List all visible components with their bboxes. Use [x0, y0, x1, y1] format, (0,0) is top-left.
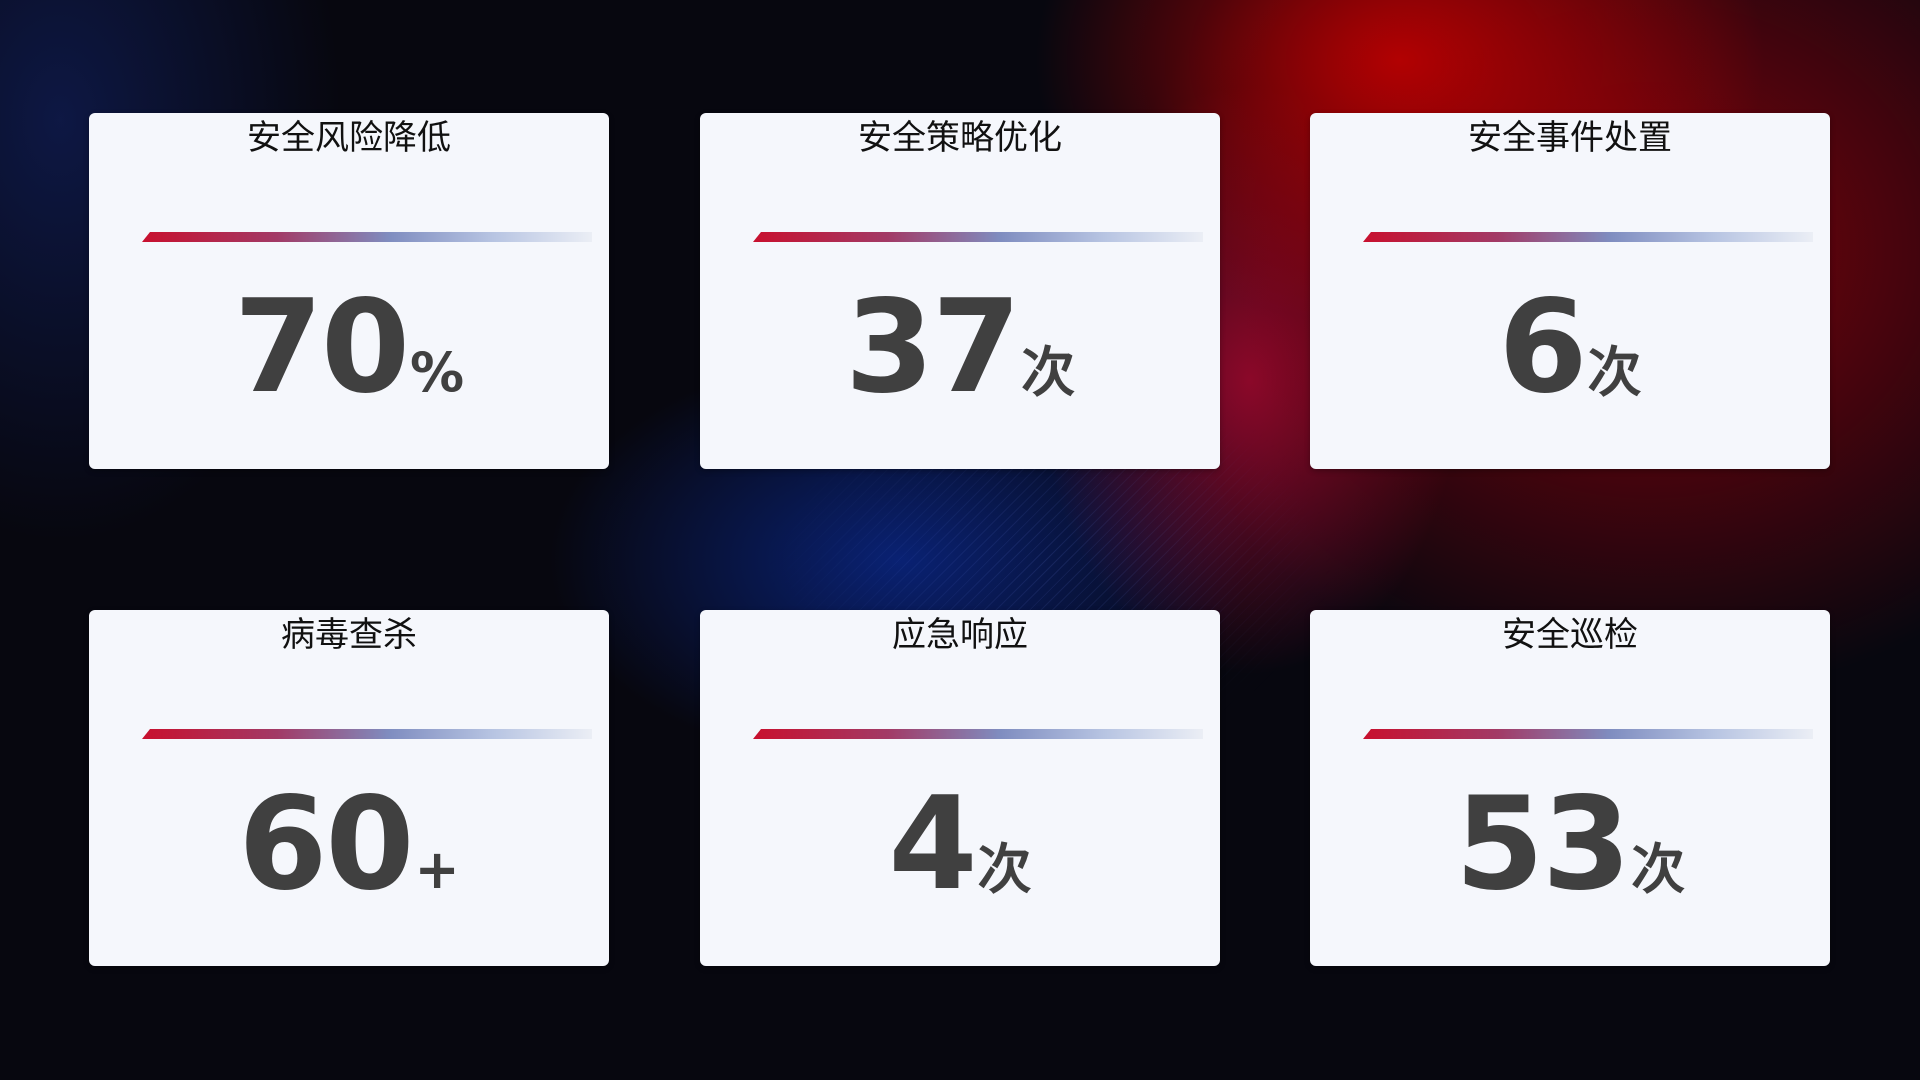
card-value: 70% — [89, 273, 609, 422]
stat-card-security-patrol: 安全巡检 53次 — [1310, 610, 1830, 966]
gradient-divider — [142, 729, 592, 739]
value-number: 4 — [888, 770, 977, 919]
gradient-divider — [142, 232, 592, 242]
card-value: 4次 — [700, 770, 1220, 919]
value-unit: + — [414, 838, 460, 901]
card-value: 6次 — [1310, 273, 1830, 422]
gradient-divider — [1363, 729, 1813, 739]
card-title: 病毒查杀 — [281, 615, 417, 655]
value-unit: 次 — [1021, 341, 1076, 404]
card-title: 安全事件处置 — [1468, 118, 1672, 158]
value-unit: 次 — [1631, 838, 1686, 901]
card-title: 安全策略优化 — [858, 118, 1062, 158]
gradient-divider — [753, 729, 1203, 739]
card-title: 安全巡检 — [1502, 615, 1638, 655]
stat-card-risk-reduction: 安全风险降低 70% — [89, 113, 609, 469]
value-number: 37 — [844, 273, 1021, 422]
value-unit: 次 — [1587, 341, 1642, 404]
gradient-divider — [1363, 232, 1813, 242]
card-title: 应急响应 — [892, 615, 1028, 655]
value-unit: % — [410, 341, 465, 404]
value-number: 60 — [238, 770, 414, 919]
stat-card-policy-optimization: 安全策略优化 37次 — [700, 113, 1220, 469]
stat-card-virus-removal: 病毒查杀 60+ — [89, 610, 609, 966]
card-value: 60+ — [89, 770, 609, 919]
value-number: 53 — [1454, 770, 1631, 919]
gradient-divider — [753, 232, 1203, 242]
card-value: 53次 — [1310, 770, 1830, 919]
card-value: 37次 — [700, 273, 1220, 422]
stat-card-emergency-response: 应急响应 4次 — [700, 610, 1220, 966]
value-unit: 次 — [977, 838, 1032, 901]
value-number: 6 — [1498, 273, 1587, 422]
stat-card-incident-handling: 安全事件处置 6次 — [1310, 113, 1830, 469]
value-number: 70 — [233, 273, 410, 422]
card-title: 安全风险降低 — [247, 118, 451, 158]
